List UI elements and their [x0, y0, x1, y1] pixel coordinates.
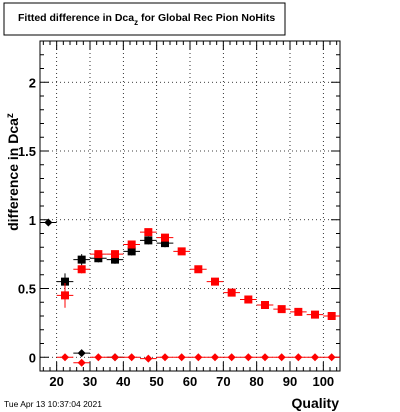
tick-labels: 20 30 40 50 60 70 80 90 100 0 0.5 1 1.5 2: [18, 75, 334, 389]
data-point-square: [327, 312, 336, 320]
y-tick-label: 0.5: [18, 282, 36, 297]
data-point-square: [244, 295, 253, 304]
data-point-square: [261, 301, 269, 309]
y-axis-label: difference in Dcaz: [5, 113, 21, 231]
data-point-diamond: [261, 353, 269, 362]
y-tick-label: 1: [29, 213, 36, 228]
y-tick-label: 1.5: [18, 144, 36, 159]
data-point-square: [227, 288, 236, 297]
y-tick-label: 2: [29, 75, 36, 90]
data-point-square: [211, 277, 219, 286]
x-tick-label: 60: [183, 374, 197, 389]
x-tick-label: 20: [49, 374, 63, 389]
data-point-diamond: [111, 353, 119, 362]
axis-ticks: [40, 40, 340, 372]
data-point-diamond: [94, 353, 103, 362]
x-tick-label: 50: [149, 374, 163, 389]
data-marks: [40, 218, 340, 367]
data-point-diamond: [77, 358, 86, 367]
data-point-diamond: [244, 353, 253, 362]
y-tick-label: 0: [29, 350, 36, 365]
data-point-square: [144, 228, 153, 237]
data-point-diamond: [194, 353, 203, 362]
data-point-diamond: [44, 218, 53, 227]
x-tick-label: 80: [249, 374, 263, 389]
data-point-square: [311, 310, 319, 319]
x-tick-label: 40: [116, 374, 130, 389]
data-point-square: [294, 307, 303, 316]
data-point-square: [127, 240, 136, 249]
data-point-square: [77, 255, 86, 264]
data-point-diamond: [294, 353, 303, 362]
x-tick-label: 100: [312, 374, 334, 389]
data-point-square: [161, 239, 169, 248]
data-point-diamond: [227, 353, 236, 362]
timestamp-footer: Tue Apr 13 10:37:04 2021: [4, 399, 102, 409]
data-point-diamond: [127, 353, 136, 362]
data-point-square: [94, 250, 103, 259]
data-point-diamond: [177, 353, 186, 362]
x-tick-label: 70: [216, 374, 230, 389]
x-tick-label: 90: [283, 374, 297, 389]
data-point-diamond: [277, 353, 286, 362]
data-point-square: [77, 265, 86, 274]
title-box: [3, 2, 286, 36]
data-point-square: [277, 305, 286, 314]
data-point-diamond: [144, 354, 153, 363]
data-point-diamond: [77, 349, 86, 358]
x-axis-label: Quality: [292, 395, 340, 411]
x-tick-label: 30: [83, 374, 97, 389]
data-point-diamond: [311, 353, 319, 362]
data-point-square: [94, 254, 103, 263]
data-point-diamond: [61, 353, 69, 362]
data-point-square: [61, 277, 69, 286]
chart-title: Fitted difference in Dcaz for Global Rec…: [18, 12, 275, 27]
data-point-square: [144, 236, 153, 245]
data-point-square: [111, 250, 119, 259]
data-point-square: [177, 247, 186, 256]
data-point-diamond: [327, 353, 336, 362]
data-point-square: [111, 255, 119, 264]
data-point-square: [161, 233, 169, 242]
data-point-diamond: [211, 353, 219, 362]
data-point-diamond: [161, 353, 169, 362]
data-point-square: [127, 247, 136, 256]
data-point-square: [61, 291, 69, 300]
data-point-square: [194, 265, 203, 274]
